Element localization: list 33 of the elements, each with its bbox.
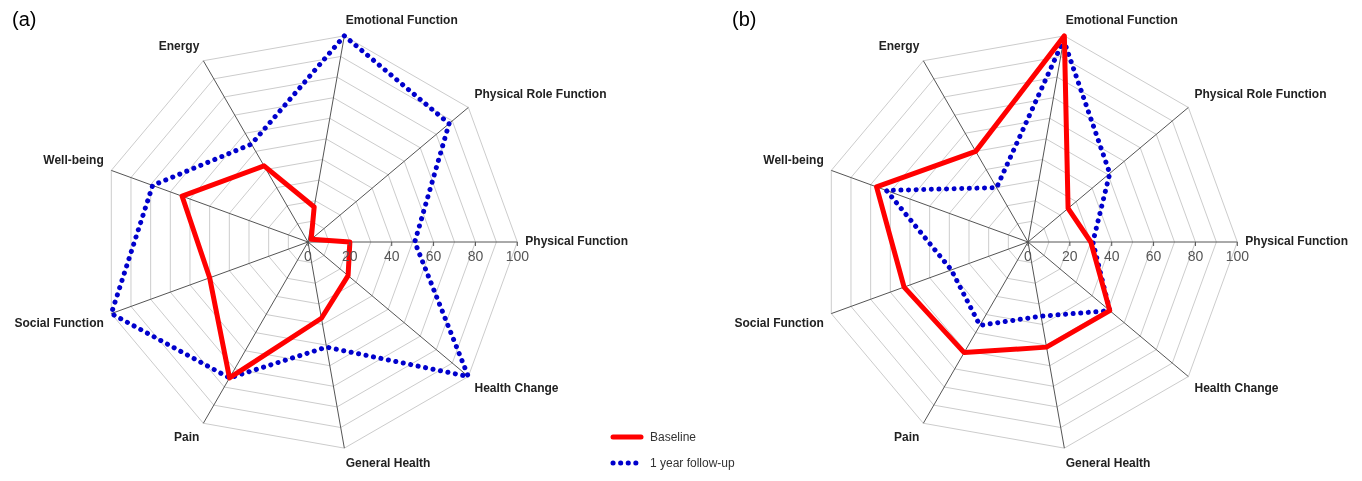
spoke-label: Physical Role Function <box>474 87 607 102</box>
spoke-label: Emotional Function <box>1065 13 1178 28</box>
chart-title: (b) <box>732 8 757 31</box>
spoke-label: Energy <box>158 38 200 53</box>
y-tick-label: 60 <box>1145 247 1162 264</box>
chart-title: (a) <box>12 8 37 31</box>
y-tick-label: 100 <box>1225 247 1250 264</box>
spoke-label: Health Change <box>474 381 559 396</box>
spoke-label: Physical Function <box>1245 234 1348 249</box>
spoke-label: Health Change <box>1194 381 1279 396</box>
y-tick-label: 0 <box>1024 247 1033 264</box>
spoke-label: Physical Role Function <box>1194 87 1327 102</box>
y-tick-label: 0 <box>304 247 313 264</box>
spoke-label: Well-being <box>763 152 824 167</box>
spoke-label: General Health <box>345 455 431 470</box>
y-tick-label: 80 <box>1187 247 1204 264</box>
spoke-label: Pain <box>894 429 920 444</box>
legend-label: 1 year follow-up <box>650 456 735 470</box>
y-tick-label: 40 <box>383 247 400 264</box>
spoke-label: Physical Function <box>525 234 628 249</box>
y-tick-label: 80 <box>467 247 484 264</box>
spoke-label: Emotional Function <box>345 13 458 28</box>
spoke-label: Social Function <box>14 315 104 330</box>
legend-label: Baseline <box>650 430 697 444</box>
spoke-label: Pain <box>174 429 200 444</box>
y-tick-label: 40 <box>1103 247 1120 264</box>
spoke-label: Well-being <box>43 152 104 167</box>
spoke-label: General Health <box>1065 455 1151 470</box>
spoke-label: Energy <box>878 38 920 53</box>
y-tick-label: 20 <box>1062 247 1078 264</box>
y-tick-label: 100 <box>505 247 530 264</box>
y-tick-label: 60 <box>425 247 442 264</box>
spoke-label: Social Function <box>734 315 824 330</box>
